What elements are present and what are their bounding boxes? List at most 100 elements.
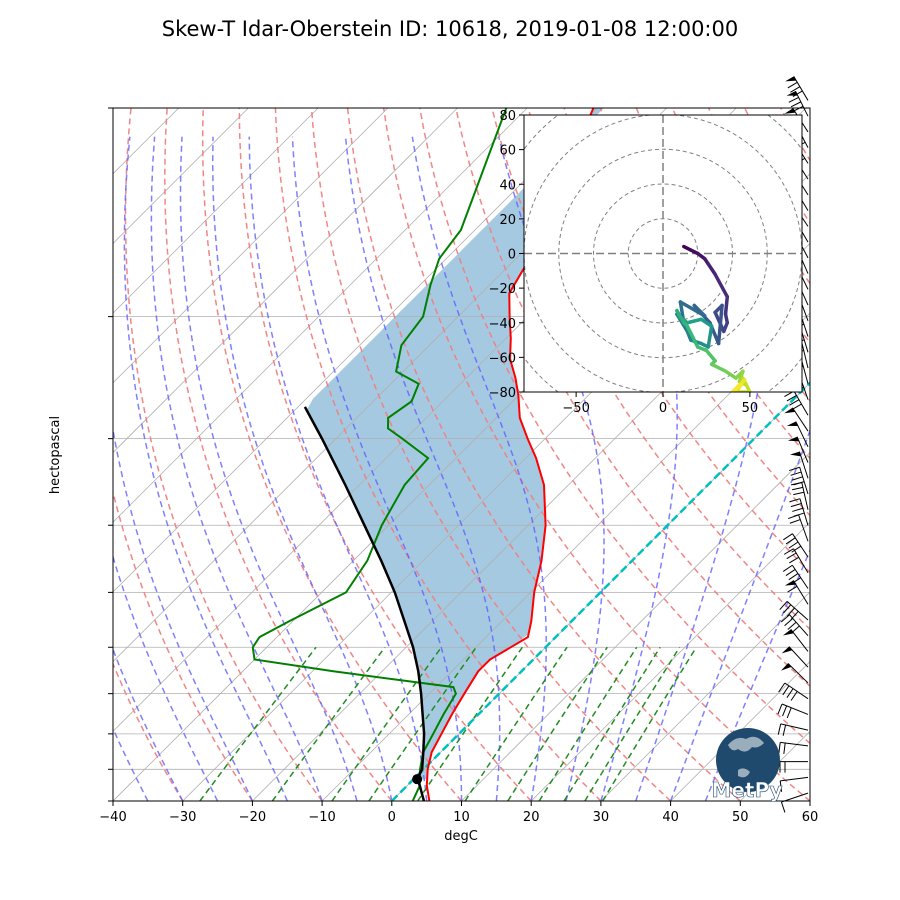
wind-barb-shaft <box>780 741 809 747</box>
wind-barb-feather <box>788 541 799 549</box>
wind-barb-feather <box>787 81 798 89</box>
dry-adiabat <box>346 108 741 801</box>
x-tick-label: −10 <box>308 810 335 825</box>
wind-barb-feather <box>783 533 793 541</box>
wind-barb-shaft <box>799 498 809 526</box>
wind-barb-feather <box>789 498 801 503</box>
moist-adiabat <box>113 425 254 801</box>
hodograph-y-tick-label: −40 <box>489 317 516 332</box>
wind-barb-shaft <box>780 776 809 782</box>
mixing-ratio-line <box>199 646 317 801</box>
mixing-ratio-line <box>584 646 681 801</box>
hodograph-segment <box>678 300 707 318</box>
wind-barb-feather <box>792 476 803 481</box>
moist-adiabat <box>113 554 219 801</box>
hodograph-plot-area: −50 0 50 −80 −60 −40 −20 0 20 40 60 80 <box>489 109 803 416</box>
dry-adiabat <box>419 108 810 745</box>
dry-adiabat <box>382 108 810 801</box>
wind-barb-flag <box>784 580 796 586</box>
hodograph-y-tick-label: 20 <box>499 213 516 228</box>
x-tick-label: 50 <box>732 810 749 825</box>
wind-barb-feather <box>793 481 805 486</box>
x-tick-label: 40 <box>662 810 679 825</box>
x-tick-label: 10 <box>453 810 470 825</box>
mixing-ratio-line <box>507 646 608 801</box>
hodograph-y-tick-label: −80 <box>489 386 516 401</box>
wind-barb-feather <box>780 801 786 813</box>
hodograph-y-tick-label: −60 <box>489 351 516 366</box>
dewpoint-line <box>251 108 508 801</box>
mixing-ratio-line <box>417 646 523 801</box>
wind-barb-feather <box>782 705 788 717</box>
wind-barb-shaft <box>781 703 809 715</box>
hodograph-segment <box>730 383 743 392</box>
x-tick-label: 30 <box>593 810 610 825</box>
hodograph-x-tick-label: −50 <box>562 401 589 416</box>
hodograph-y-tick-label: 80 <box>499 109 516 124</box>
wind-barb-feather <box>792 486 803 491</box>
dry-adiabat <box>563 108 810 517</box>
wind-barb-shaft <box>798 451 809 479</box>
moist-adiabat <box>669 428 810 801</box>
wind-barb-flag <box>782 629 794 636</box>
mixing-ratio-line <box>271 646 386 801</box>
x-tick-label: 60 <box>802 810 819 825</box>
wind-barb-feather <box>783 548 794 555</box>
hodograph-segment <box>685 324 700 349</box>
wind-barb-shaft <box>800 340 809 369</box>
wind-barb-feather <box>793 491 805 496</box>
wind-barb-feather <box>789 399 800 406</box>
moist-adiabat <box>211 136 393 801</box>
hodograph-y-tick-label: 60 <box>499 144 516 159</box>
moist-adiabat <box>497 136 605 801</box>
wind-barb-shaft <box>792 407 809 432</box>
hodograph-segment <box>723 369 738 380</box>
moist-adiabat <box>113 727 149 801</box>
hodograph-y-tick-label: −20 <box>489 282 516 297</box>
x-tick-label: 20 <box>523 810 540 825</box>
dry-adiabat <box>113 661 184 801</box>
moist-adiabat <box>113 647 184 801</box>
wind-barb-feather <box>785 568 796 576</box>
dry-adiabat <box>274 108 602 801</box>
dry-adiabat <box>124 108 323 801</box>
moist-adiabat <box>291 136 463 801</box>
wind-barb-feather <box>789 556 799 564</box>
wind-barb-feather <box>782 685 790 696</box>
y-axis-label: hectopascal <box>48 416 63 494</box>
lcl-marker <box>412 774 423 785</box>
isotherm-line <box>600 591 810 801</box>
wind-barb-feather <box>786 607 795 617</box>
wind-barb-feather <box>786 394 797 402</box>
isotherm-line <box>809 800 810 801</box>
wind-barb-flag <box>786 91 798 96</box>
isotherm-line <box>113 108 458 454</box>
dry-adiabat <box>201 108 463 801</box>
x-axis-label: degC <box>444 829 478 844</box>
logo-text: MetPy <box>711 778 782 802</box>
metpy-logo: MetPy <box>711 728 783 802</box>
isotherm-line <box>113 108 249 244</box>
isotherm-line <box>113 108 389 384</box>
dry-adiabat <box>817 108 900 801</box>
wind-barb-feather <box>783 604 792 614</box>
hodograph-y-tick-label: 40 <box>499 178 516 193</box>
dry-adiabat <box>455 108 810 688</box>
wind-barb-flag <box>781 646 793 654</box>
x-tick-label: 0 <box>388 810 396 825</box>
wind-barb-shaft <box>780 723 809 731</box>
wind-barb-shaft <box>792 533 809 558</box>
wind-barb-shaft <box>792 580 809 605</box>
mixing-ratio-line <box>331 646 442 801</box>
wind-barb-shaft <box>793 390 809 416</box>
freezing-isotherm <box>390 381 810 801</box>
dry-adiabat <box>310 108 672 801</box>
shaded-area <box>306 108 604 780</box>
mixing-ratio-line <box>464 646 568 801</box>
hodograph-segment <box>704 348 717 363</box>
moist-adiabat <box>150 136 323 801</box>
wind-barb-feather <box>793 105 804 112</box>
wind-barb-feather <box>777 723 782 735</box>
wind-barb-shaft <box>795 421 809 447</box>
